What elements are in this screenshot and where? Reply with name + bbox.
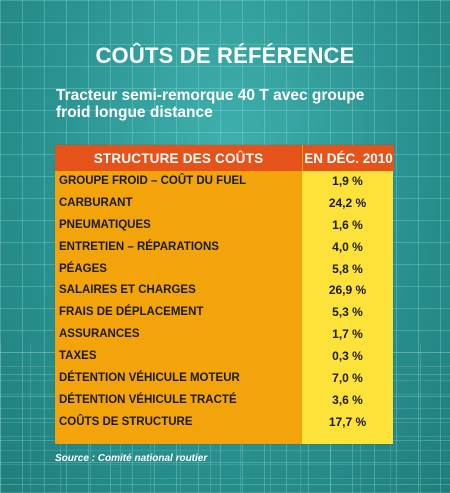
row-label: GROUPE FROID – COÛT DU FUEL <box>59 175 247 187</box>
table-row: ASSURANCES 1,7 % <box>55 324 393 346</box>
row-label: FRAIS DE DÉPLACEMENT <box>59 306 204 319</box>
row-label: COÛTS DE STRUCTURE <box>59 415 193 428</box>
table-body: GROUPE FROID – COÛT DU FUEL 1,9 % CARBURAN… <box>55 171 393 444</box>
source-note: Source : Comité national routier <box>55 453 208 464</box>
row-value: 4,0 % <box>332 239 363 254</box>
table-row: COÛTS DE STRUCTURE 17,7 % <box>55 412 393 434</box>
cost-structure-table: STRUCTURE DES COÛTS EN DÉC. 2010 GROUPE … <box>55 145 394 444</box>
table-row: SALAIRES ET CHARGES 26,9 % <box>55 280 393 302</box>
table-row: CARBURANT 24,2 % <box>55 193 393 215</box>
table-row: GROUPE FROID – COÛT DU FUEL 1,9 % <box>55 171 393 193</box>
row-label: PNEUMATIQUES <box>59 218 151 231</box>
table-row: ENTRETIEN – RÉPARATIONS 4,0 % <box>55 237 393 259</box>
row-value: 5,8 % <box>332 261 363 276</box>
values-column-background <box>302 171 393 444</box>
row-label: DÉTENTION VÉHICULE MOTEUR <box>59 372 240 385</box>
row-value: 1,7 % <box>332 327 363 342</box>
subtitle: Tracteur semi-remorque 40 T avec groupe … <box>56 87 386 121</box>
row-label: ENTRETIEN – RÉPARATIONS <box>59 240 219 253</box>
row-value: 1,9 % <box>332 174 363 188</box>
table-row: DÉTENTION VÉHICULE TRACTÉ 3,6 % <box>55 390 393 412</box>
row-label: TAXES <box>59 350 97 363</box>
page-title: COÛTS DE RÉFÉRENCE <box>95 43 355 68</box>
table-row: PNEUMATIQUES 1,6 % <box>55 215 393 237</box>
subtitle-line-1: Tracteur semi-remorque 40 T avec groupe <box>56 87 365 104</box>
row-label: SALAIRES ET CHARGES <box>59 284 196 297</box>
row-label: CARBURANT <box>59 196 133 209</box>
table-row: FRAIS DE DÉPLACEMENT 5,3 % <box>55 302 393 324</box>
row-label: DÉTENTION VÉHICULE TRACTÉ <box>59 393 237 406</box>
row-label: PÉAGES <box>59 262 107 275</box>
subtitle-line-2: froid longue distance <box>56 104 213 121</box>
header-date: EN DÉC. 2010 <box>302 145 394 171</box>
row-value: 24,2 % <box>328 195 367 210</box>
table-row: PÉAGES 5,8 % <box>55 259 393 281</box>
row-value: 5,3 % <box>332 305 363 320</box>
row-value: 26,9 % <box>328 283 367 298</box>
table-row: TAXES 0,3 % <box>55 346 393 368</box>
table-row: DÉTENTION VÉHICULE MOTEUR 7,0 % <box>55 368 393 390</box>
header-structure: STRUCTURE DES COÛTS <box>55 145 302 171</box>
table-header: STRUCTURE DES COÛTS EN DÉC. 2010 <box>55 145 394 171</box>
row-value: 3,6 % <box>332 392 363 407</box>
row-label: ASSURANCES <box>59 328 140 341</box>
row-value: 1,6 % <box>332 217 363 232</box>
row-value: 17,7 % <box>328 414 367 429</box>
row-value: 7,0 % <box>332 371 363 386</box>
row-value: 0,3 % <box>332 349 363 364</box>
